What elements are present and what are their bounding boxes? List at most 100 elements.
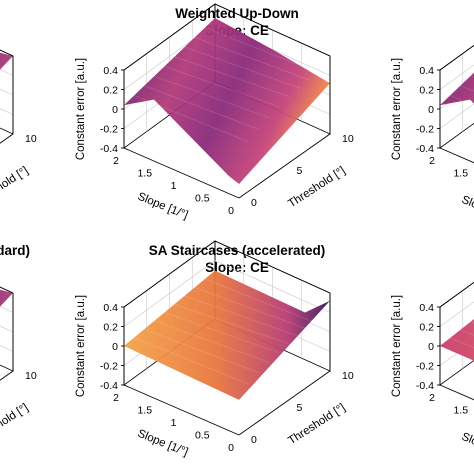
surface-mesh-line: [194, 286, 310, 331]
y-tick-label: 10: [342, 370, 354, 382]
z-tick-label: 0: [112, 104, 118, 116]
surface-mesh-line: [154, 320, 270, 363]
surface-mesh-line: [449, 94, 474, 106]
surface-mesh-line: [449, 337, 474, 349]
x-axis-line: [439, 384, 474, 401]
x-tick-label: 1.5: [453, 168, 468, 180]
x-axis-label: Slope [1/°]: [136, 191, 190, 222]
box-edge: [439, 44, 474, 71]
z-tick-label: -0.4: [416, 143, 434, 155]
panel-title: dard): [0, 243, 30, 258]
x-tick-label: 2: [113, 155, 119, 167]
y-axis-label: Threshold [°]: [286, 165, 347, 211]
surface: [440, 72, 474, 106]
x-tick-label: 0.5: [195, 430, 210, 442]
panel-5: SA Staircases (accelerated) Slope: CE 0.4 0…: [75, 240, 354, 459]
box-edge: [123, 3, 216, 71]
x-axis-label: Slope [: [460, 431, 474, 456]
z-tick-label: 0: [428, 104, 434, 116]
z-tick-label: -0.2: [416, 124, 434, 136]
grid-line: [439, 340, 474, 366]
surface-mesh-line: [194, 36, 310, 81]
y-axis-label: Threshold [°]: [286, 402, 347, 448]
x-tick-label: 0.5: [195, 193, 210, 205]
z-axis-label: Constant error [a.u.]: [391, 295, 403, 397]
back-wall-left: [439, 44, 474, 149]
z-tick-label: 0.4: [419, 302, 434, 314]
y-axis-line: [238, 133, 331, 199]
z-tick-label: 0.2: [103, 322, 118, 334]
box-edge: [0, 49, 14, 57]
x-tick-label: 1.5: [453, 405, 468, 417]
z-tick-label: -0.2: [416, 361, 434, 373]
z-tick-label: 0.2: [103, 85, 118, 97]
x-axis-line: [123, 384, 240, 436]
z-tick-label: 0.4: [103, 65, 118, 77]
back-wall-right: [0, 286, 14, 372]
surface-mesh-line: [184, 295, 300, 338]
z-axis-label: Constant error [a.u.]: [75, 295, 87, 397]
z-tick-label: -0.2: [100, 124, 118, 136]
z-axis-label: Constant error [a.u.]: [75, 58, 87, 160]
panel-2: Weighted Up-DownSlope: CE0.40.20-0.2-0.4…: [75, 3, 354, 222]
panel-subtitle: Slope: CE: [205, 260, 269, 275]
z-tick-label: -0.4: [100, 380, 118, 392]
x-tick-label: 2: [113, 392, 119, 404]
grid-line: [439, 64, 474, 90]
x-tick-label: 1.5: [137, 405, 152, 417]
z-tick-label: 0.4: [103, 302, 118, 314]
surface-mesh-line: [164, 312, 280, 354]
surface: [0, 52, 13, 70]
x-axis-label: Slope [: [460, 194, 474, 219]
x-tick-label: 0: [228, 442, 234, 454]
x-axis-label: Slope [1/°]: [136, 428, 190, 459]
x-axis-line: [439, 147, 474, 164]
y-axis-label: Threshold [°]: [0, 165, 31, 211]
surface-mesh-line: [164, 65, 280, 108]
x-tick-label: 2: [429, 155, 435, 167]
box-edge: [439, 281, 474, 308]
back-wall-left: [439, 281, 474, 386]
y-tick-label: 10: [342, 133, 354, 145]
box-edge: [214, 3, 331, 57]
y-axis-label: Threshold [°]: [0, 402, 31, 448]
z-tick-label: 0: [112, 341, 118, 353]
surface-mesh-line: [174, 303, 290, 345]
z-tick-label: -0.4: [100, 143, 118, 155]
z-tick-label: -0.2: [100, 361, 118, 373]
x-axis-line: [123, 147, 240, 199]
y-tick-label: 5: [297, 165, 303, 177]
x-tick-label: 2: [429, 392, 435, 404]
box-edge: [214, 240, 331, 294]
y-tick-label: 10: [25, 133, 37, 145]
z-tick-label: 0.4: [419, 65, 434, 77]
box-edge: [123, 240, 216, 308]
y-tick-label: 5: [297, 402, 303, 414]
surface: [440, 319, 474, 361]
surface-mesh-line: [144, 85, 260, 131]
surface-mesh-line: [204, 278, 321, 325]
grid-line: [0, 306, 14, 313]
surface-mesh-line: [154, 75, 270, 119]
surface-mesh-line: [144, 328, 260, 374]
z-tick-label: 0: [428, 341, 434, 353]
surface: [124, 18, 330, 184]
y-axis-line: [238, 370, 331, 436]
y-tick-label: 0: [251, 434, 257, 446]
y-tick-label: 0: [251, 197, 257, 209]
back-wall-right: [0, 49, 14, 135]
x-tick-label: 0: [228, 205, 234, 217]
z-tick-label: -0.4: [416, 380, 434, 392]
surface: [0, 289, 13, 307]
surface-mesh-line: [174, 56, 290, 98]
surface-mesh-line: [133, 94, 250, 143]
grid-line: [0, 69, 14, 76]
grid-line: [439, 103, 474, 129]
x-tick-label: 1.5: [137, 168, 152, 180]
z-tick-label: 0.2: [419, 85, 434, 97]
grid-line: [439, 301, 474, 327]
